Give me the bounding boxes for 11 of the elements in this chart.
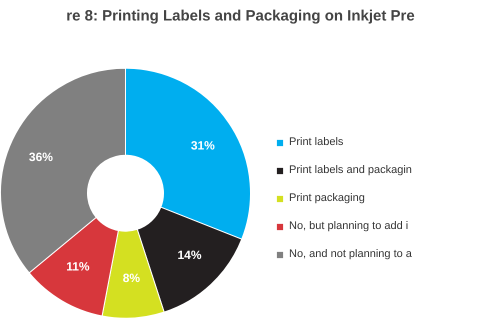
legend-label: No, and not planning to a [289, 248, 412, 260]
data-label: 31% [190, 138, 216, 152]
legend-label: Print packaging [289, 192, 365, 204]
legend-label: Print labels [289, 136, 344, 148]
data-label: 11% [66, 259, 90, 274]
data-label: 14% [177, 248, 202, 262]
data-label: 8% [122, 271, 140, 286]
legend-label: Print labels and packagin [289, 164, 412, 176]
legend-label: No, but planning to add i [289, 220, 408, 232]
data-label: 36% [28, 150, 54, 164]
chart-title: re 8: Printing Labels and Packaging on Inkjet Pre [66, 8, 415, 24]
